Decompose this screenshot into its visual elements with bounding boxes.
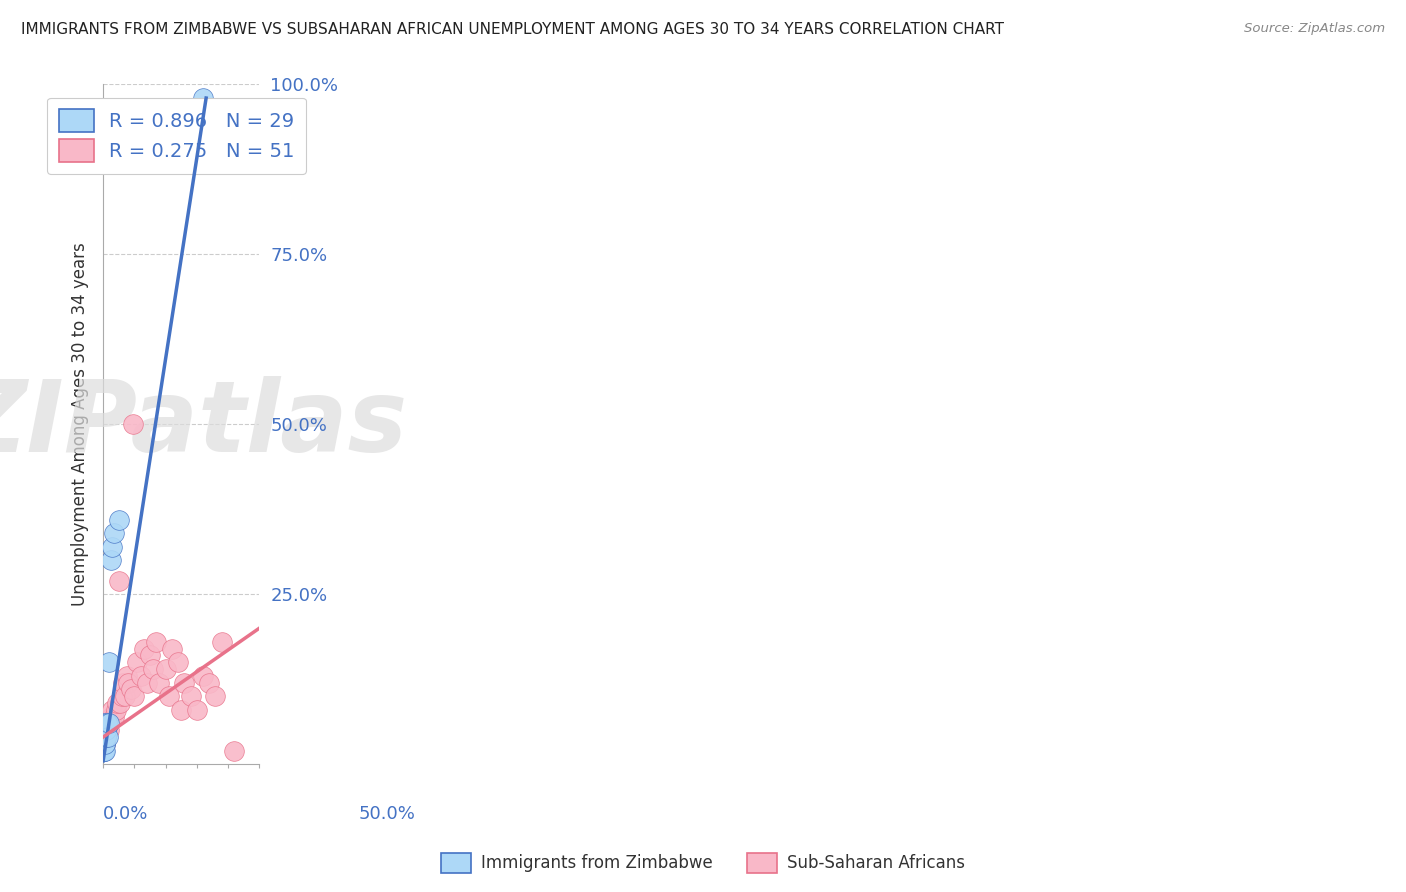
Point	[135, 675, 157, 690]
Point	[101, 703, 124, 717]
Point	[97, 723, 120, 738]
Point	[100, 709, 122, 723]
Point	[94, 723, 117, 738]
Text: IMMIGRANTS FROM ZIMBABWE VS SUBSAHARAN AFRICAN UNEMPLOYMENT AMONG AGES 30 TO 34 : IMMIGRANTS FROM ZIMBABWE VS SUBSAHARAN A…	[21, 22, 1004, 37]
Point	[93, 744, 115, 758]
Point	[211, 635, 233, 649]
Point	[120, 682, 142, 697]
Point	[145, 635, 167, 649]
Point	[103, 526, 125, 541]
Point	[186, 703, 208, 717]
Point	[129, 669, 152, 683]
Point	[93, 744, 115, 758]
Point	[157, 690, 180, 704]
Point	[121, 417, 143, 432]
Point	[148, 675, 170, 690]
Point	[107, 512, 129, 526]
Point	[93, 723, 115, 738]
Point	[97, 730, 120, 744]
Point	[93, 737, 115, 751]
Point	[224, 744, 246, 758]
Point	[96, 723, 118, 738]
Point	[191, 91, 214, 105]
Point	[170, 703, 193, 717]
Point	[93, 730, 115, 744]
Point	[93, 730, 115, 744]
Point	[132, 641, 155, 656]
Point	[93, 744, 115, 758]
Point	[117, 675, 139, 690]
Point	[155, 662, 177, 676]
Point	[124, 690, 146, 704]
Legend: Immigrants from Zimbabwe, Sub-Saharan Africans: Immigrants from Zimbabwe, Sub-Saharan Af…	[434, 847, 972, 880]
Text: ZIPatlas: ZIPatlas	[0, 376, 408, 473]
Point	[173, 675, 195, 690]
Point	[167, 655, 190, 669]
Point	[93, 723, 115, 738]
Point	[94, 730, 117, 744]
Point	[105, 696, 128, 710]
Point	[98, 655, 121, 669]
Point	[93, 737, 115, 751]
Point	[94, 744, 117, 758]
Point	[160, 641, 183, 656]
Point	[115, 669, 138, 683]
Point	[93, 730, 115, 744]
Point	[139, 648, 162, 663]
Y-axis label: Unemployment Among Ages 30 to 34 years: Unemployment Among Ages 30 to 34 years	[72, 243, 89, 607]
Text: 50.0%: 50.0%	[359, 805, 415, 823]
Point	[94, 723, 117, 738]
Point	[179, 690, 201, 704]
Point	[96, 716, 118, 731]
Point	[94, 737, 117, 751]
Point	[96, 716, 118, 731]
Point	[100, 553, 122, 567]
Point	[101, 540, 124, 554]
Text: 0.0%: 0.0%	[103, 805, 149, 823]
Point	[93, 744, 115, 758]
Point	[93, 723, 115, 738]
Point	[93, 737, 115, 751]
Point	[204, 690, 226, 704]
Point	[101, 709, 124, 723]
Point	[94, 730, 117, 744]
Point	[107, 574, 129, 588]
Point	[97, 716, 120, 731]
Point	[127, 655, 149, 669]
Point	[94, 730, 117, 744]
Point	[98, 716, 121, 731]
Point	[111, 690, 134, 704]
Legend: R = 0.896   N = 29, R = 0.275   N = 51: R = 0.896 N = 29, R = 0.275 N = 51	[46, 97, 307, 174]
Point	[94, 730, 117, 744]
Point	[93, 737, 115, 751]
Point	[93, 737, 115, 751]
Point	[110, 696, 132, 710]
Point	[96, 723, 118, 738]
Point	[93, 730, 115, 744]
Point	[191, 669, 214, 683]
Point	[198, 675, 221, 690]
Text: Source: ZipAtlas.com: Source: ZipAtlas.com	[1244, 22, 1385, 36]
Point	[112, 675, 135, 690]
Point	[93, 737, 115, 751]
Point	[93, 716, 115, 731]
Point	[93, 723, 115, 738]
Point	[97, 716, 120, 731]
Point	[94, 723, 117, 738]
Point	[104, 703, 127, 717]
Point	[114, 690, 136, 704]
Point	[142, 662, 165, 676]
Point	[103, 709, 125, 723]
